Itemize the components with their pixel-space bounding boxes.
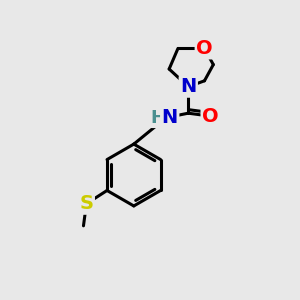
Text: S: S [80, 194, 93, 213]
Text: O: O [196, 39, 213, 58]
Text: O: O [202, 106, 219, 126]
Text: H: H [150, 109, 166, 127]
Text: N: N [162, 108, 178, 127]
Text: N: N [180, 77, 196, 96]
